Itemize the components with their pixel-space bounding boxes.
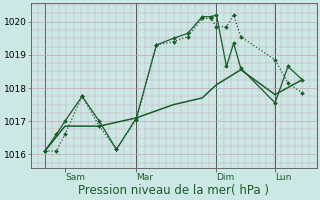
X-axis label: Pression niveau de la mer( hPa ): Pression niveau de la mer( hPa ) — [78, 184, 269, 197]
